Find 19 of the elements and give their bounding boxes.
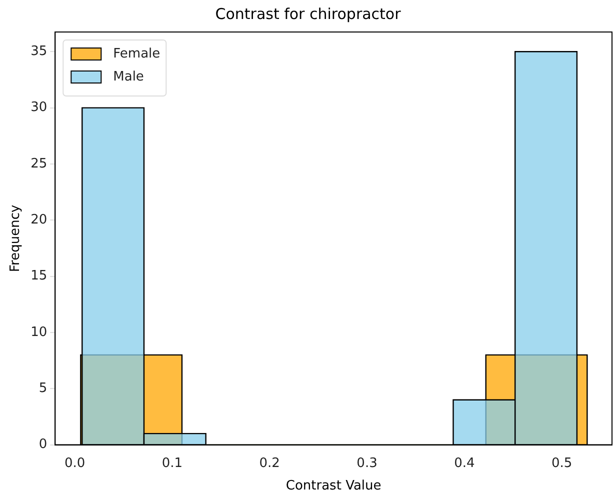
x-tick-label: 0.3 — [356, 456, 378, 471]
y-tick-label: 35 — [30, 44, 48, 60]
y-tick-label: 10 — [30, 324, 48, 340]
x-tick-label: 0.0 — [64, 456, 86, 471]
x-tick-label: 0.2 — [259, 456, 280, 471]
y-tick-label: 25 — [30, 156, 48, 172]
y-tick-label: 5 — [38, 381, 48, 396]
x-tick-label: 0.1 — [162, 456, 183, 471]
y-tick-label: 30 — [30, 100, 48, 116]
y-tick-label: 0 — [38, 437, 48, 452]
x-tick-label: 0.4 — [454, 456, 475, 471]
y-tick-label: 20 — [30, 212, 48, 228]
x-axis-title: Contrast Value — [286, 478, 382, 494]
chart-title: Contrast for chiropractor — [215, 4, 402, 23]
x-tick-label: 0.5 — [551, 456, 572, 471]
legend-label: Male — [113, 69, 144, 84]
legend-label: Female — [113, 46, 160, 62]
y-axis-title: Frequency — [8, 204, 24, 272]
y-tick-label: 15 — [30, 268, 48, 284]
